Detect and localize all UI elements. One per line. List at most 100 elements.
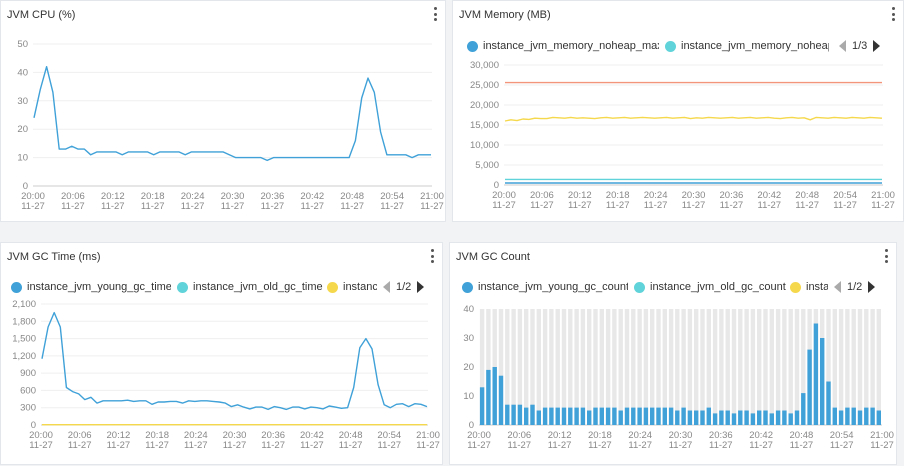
bar[interactable] [788, 413, 793, 425]
legend-item[interactable]: instance_jvm_old_gc_count [634, 278, 786, 296]
bar[interactable] [618, 410, 623, 426]
prev-page-icon[interactable] [834, 281, 841, 293]
bar-background [757, 309, 762, 425]
bar[interactable] [612, 407, 617, 425]
bar[interactable] [524, 407, 529, 425]
bar[interactable] [517, 404, 523, 425]
y-tick-label: 600 [20, 385, 36, 396]
gc-time-panel: JVM GC Time (ms) instance_jvm_young_gc_t… [0, 242, 443, 465]
x-tick-label: 20:48 [339, 430, 363, 441]
bar[interactable] [744, 410, 749, 426]
bar[interactable] [750, 413, 756, 425]
bar[interactable] [857, 410, 863, 426]
bar[interactable] [536, 410, 541, 426]
bar[interactable] [587, 410, 592, 426]
legend-item[interactable]: instance_jvm_memory_noheap_max [467, 37, 659, 55]
bar[interactable] [782, 410, 787, 426]
bar[interactable] [637, 407, 642, 425]
y-tick-label: 25,000 [470, 80, 499, 91]
bar[interactable] [530, 404, 535, 425]
legend-dot [790, 281, 801, 293]
bar[interactable] [876, 410, 881, 426]
bar[interactable] [801, 393, 806, 425]
bar[interactable] [662, 407, 667, 425]
legend-item[interactable]: instance_jvm_young_gc_time [11, 278, 171, 296]
x-tick-label: 20:06 [68, 430, 92, 441]
bar[interactable] [725, 410, 730, 426]
x-tick-label: 20:24 [628, 430, 652, 441]
prev-page-icon[interactable] [383, 281, 390, 293]
bar[interactable] [542, 407, 548, 425]
bar[interactable] [511, 404, 516, 425]
bar[interactable] [574, 407, 579, 425]
bar[interactable] [706, 407, 711, 425]
bar[interactable] [561, 407, 567, 425]
bar[interactable] [549, 407, 554, 425]
more-options-icon[interactable] [882, 249, 890, 263]
bar[interactable] [687, 410, 693, 426]
legend-item[interactable]: instance_jvm_memory_noheap [665, 37, 829, 55]
bar[interactable] [656, 407, 661, 425]
bar[interactable] [851, 407, 856, 425]
bar[interactable] [605, 407, 611, 425]
bar[interactable] [864, 407, 869, 425]
cpu-panel: JVM CPU (%) 0 10 20 30 40 50 20:00 11-27 20:06 11… [0, 0, 446, 222]
bar[interactable] [807, 349, 812, 425]
next-page-icon[interactable] [868, 281, 876, 293]
bar[interactable] [870, 407, 875, 425]
more-options-icon[interactable] [431, 7, 439, 21]
bar[interactable] [492, 367, 497, 425]
more-options-icon[interactable] [428, 249, 436, 263]
bar[interactable] [845, 407, 850, 425]
panel-title: JVM GC Time (ms) [7, 251, 101, 263]
bar[interactable] [700, 410, 705, 426]
series-line-1 [504, 116, 883, 122]
bar[interactable] [775, 410, 781, 426]
bar[interactable] [694, 410, 699, 426]
bar[interactable] [568, 407, 573, 425]
bar[interactable] [599, 407, 604, 425]
x-tick-label: 20:48 [340, 191, 364, 202]
bar[interactable] [668, 407, 674, 425]
bar[interactable] [832, 407, 837, 425]
legend-item[interactable]: instance_jvm_young_gc_count [462, 278, 628, 296]
bar[interactable] [643, 407, 649, 425]
bar[interactable] [631, 407, 636, 425]
legend-item[interactable]: insta [790, 278, 828, 296]
bar-background [498, 309, 504, 425]
bar[interactable] [763, 410, 768, 426]
legend-item[interactable]: instance [327, 278, 377, 296]
bar[interactable] [593, 407, 598, 425]
bar[interactable] [681, 407, 686, 425]
bar[interactable] [712, 413, 718, 425]
bar[interactable] [505, 404, 510, 425]
prev-page-icon[interactable] [839, 40, 846, 52]
bar[interactable] [826, 381, 831, 426]
x-tick-label: 20:54 [380, 191, 404, 202]
y-tick-label: 0 [494, 180, 499, 191]
bar[interactable] [769, 413, 774, 425]
bar[interactable] [757, 410, 762, 426]
bar[interactable] [486, 369, 491, 425]
bar[interactable] [498, 375, 504, 425]
more-options-icon[interactable] [889, 7, 897, 21]
bar[interactable] [624, 407, 630, 425]
legend-item[interactable]: instance_jvm_old_gc_time [177, 278, 325, 296]
bar[interactable] [731, 413, 737, 425]
bar[interactable] [555, 407, 560, 425]
bar[interactable] [813, 323, 819, 426]
next-page-icon[interactable] [873, 40, 881, 52]
bar[interactable] [738, 410, 743, 426]
bar[interactable] [838, 410, 844, 426]
x-tick-label: 20:42 [300, 430, 324, 441]
bar[interactable] [580, 407, 586, 425]
x-tick-label: 20:36 [709, 430, 733, 441]
next-page-icon[interactable] [417, 281, 425, 293]
bar[interactable] [675, 410, 680, 426]
bar[interactable] [719, 410, 724, 426]
bar[interactable] [650, 407, 655, 425]
x-tick-label: 20:24 [181, 191, 205, 202]
bar[interactable] [794, 410, 800, 426]
bar[interactable] [479, 387, 485, 425]
bar[interactable] [820, 338, 825, 425]
